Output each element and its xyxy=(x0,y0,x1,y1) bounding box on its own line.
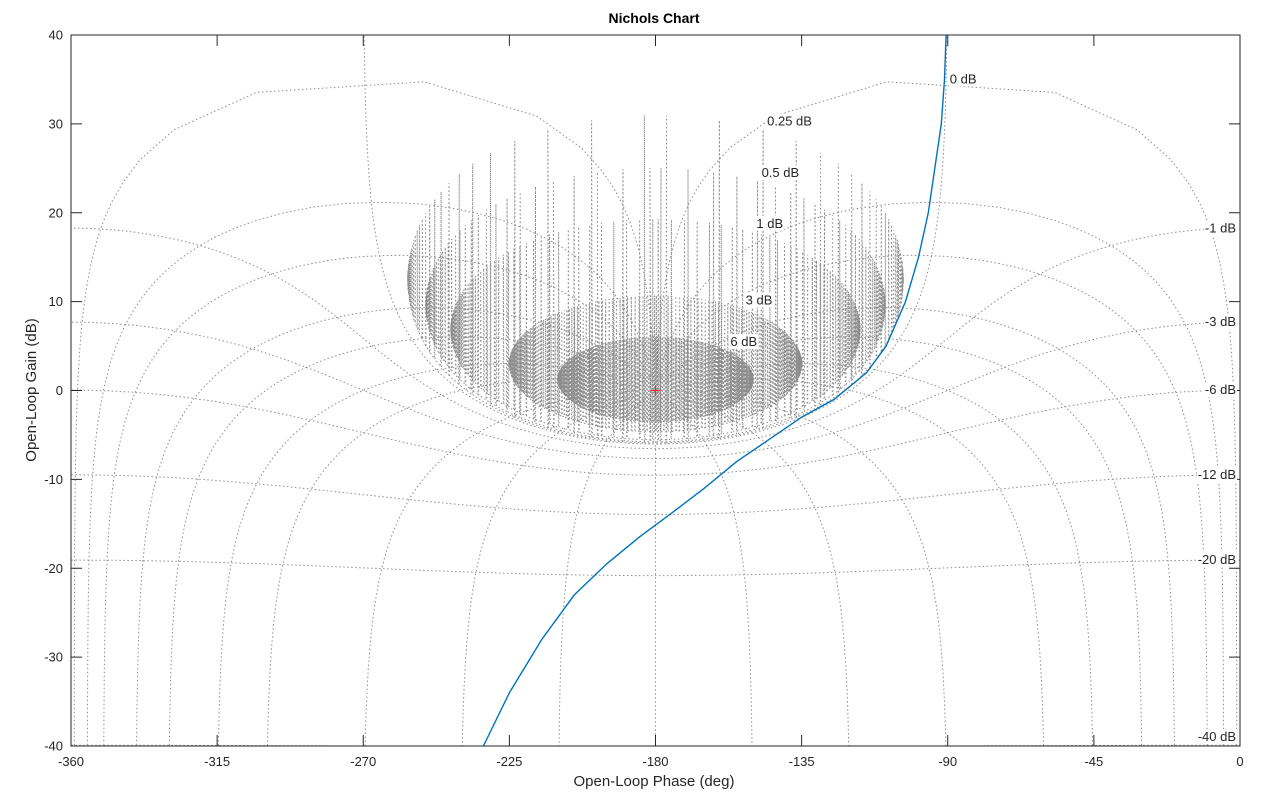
grid-label-background xyxy=(755,215,785,231)
closed-loop-gain-contour xyxy=(425,167,886,443)
grid-label-background xyxy=(1203,382,1237,398)
grid-label-background xyxy=(760,165,801,181)
chart-title: Nichols Chart xyxy=(608,10,699,26)
y-tick-label: 10 xyxy=(49,294,63,309)
x-tick-label: -135 xyxy=(789,754,815,769)
closed-loop-gain-label: 0.25 dB xyxy=(767,114,812,129)
open-loop-response-line xyxy=(482,35,947,746)
closed-loop-phase-contour xyxy=(674,390,947,746)
grid-label-background xyxy=(1196,729,1237,745)
x-tick-label: -45 xyxy=(1084,754,1103,769)
series-layer xyxy=(482,35,947,746)
closed-loop-phase-contour xyxy=(672,378,1044,746)
grid-label-background xyxy=(1203,220,1237,236)
grid-labels: 0 dB 0.25 dB 0.5 dB 1 dB 3 dB 6 dB -1 dB -3 dB -… xyxy=(729,71,1237,745)
closed-loop-phase-contour xyxy=(267,378,639,746)
closed-loop-gain-label: 0.5 dB xyxy=(762,165,800,180)
grid-label-background xyxy=(1196,552,1237,568)
grid-label-background xyxy=(948,71,978,87)
closed-loop-gain-label: -40 dB xyxy=(1198,729,1236,744)
closed-loop-gain-contour xyxy=(72,321,1239,459)
marker-layer xyxy=(650,385,661,396)
y-tick-label: -10 xyxy=(44,472,63,487)
closed-loop-gain-contour xyxy=(71,559,1240,577)
y-tick-label: 0 xyxy=(56,383,63,398)
closed-loop-gain-label: -20 dB xyxy=(1198,552,1236,567)
closed-loop-phase-contour xyxy=(670,394,850,746)
x-tick-label: 0 xyxy=(1236,754,1243,769)
y-tick-label: 30 xyxy=(49,116,63,131)
closed-loop-gain-label: -12 dB xyxy=(1198,467,1236,482)
x-tick-label: -225 xyxy=(496,754,522,769)
closed-loop-phase-contour xyxy=(364,390,637,746)
closed-loop-gain-label: 1 dB xyxy=(756,216,783,231)
y-tick-label: 40 xyxy=(49,28,63,43)
y-tick-label: 20 xyxy=(49,205,63,220)
tick-marks: -360 -315 -270 -225 -180 -135 -90 -45 0 -40 -30 -20… xyxy=(44,28,1243,770)
y-tick-label: -30 xyxy=(44,650,63,665)
x-tick-label: -90 xyxy=(938,754,957,769)
x-tick-label: -270 xyxy=(350,754,376,769)
grid-label-background xyxy=(1203,314,1237,330)
closed-loop-gain-label: 3 dB xyxy=(746,292,773,307)
grid-label-background xyxy=(744,292,774,308)
critical-point-marker xyxy=(650,385,661,396)
closed-loop-gain-label: -6 dB xyxy=(1205,382,1236,397)
x-tick-label: -180 xyxy=(642,754,668,769)
closed-loop-gain-label: 0 dB xyxy=(950,71,977,86)
closed-loop-gain-contour xyxy=(71,474,1240,515)
y-tick-label: -40 xyxy=(44,739,63,754)
closed-loop-phase-contour xyxy=(461,394,641,746)
grid-label-background xyxy=(729,334,759,350)
grid-label-background xyxy=(766,113,813,129)
y-tick-label: -20 xyxy=(44,561,63,576)
x-tick-label: -360 xyxy=(58,754,84,769)
closed-loop-gain-label: -3 dB xyxy=(1205,314,1236,329)
y-axis-title: Open-Loop Gain (dB) xyxy=(23,318,40,461)
closed-loop-gain-label: 6 dB xyxy=(730,334,757,349)
closed-loop-gain-contour xyxy=(73,227,1238,450)
nichols-grid xyxy=(71,35,1240,746)
closed-loop-gain-label: -1 dB xyxy=(1205,220,1236,235)
x-axis-title: Open-Loop Phase (deg) xyxy=(574,773,735,790)
closed-loop-gain-contour xyxy=(450,219,861,441)
closed-loop-gain-contour xyxy=(363,35,948,445)
grid-label-background xyxy=(1196,466,1237,482)
x-tick-label: -315 xyxy=(204,754,230,769)
